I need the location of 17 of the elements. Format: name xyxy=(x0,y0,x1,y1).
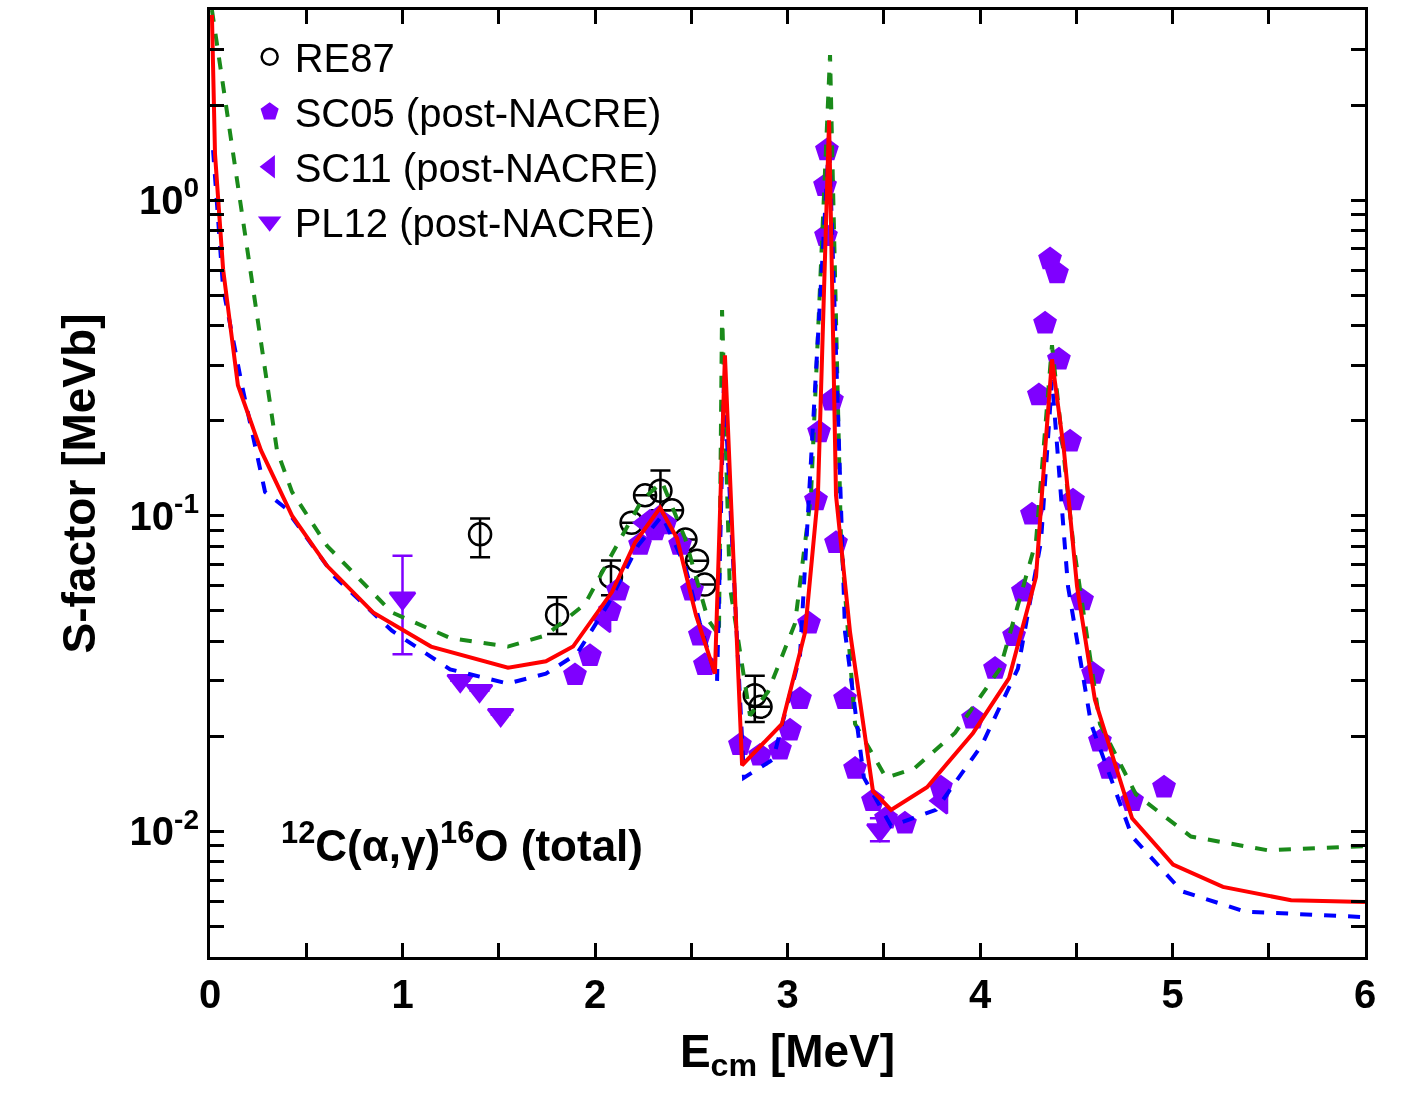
annotation: $^{12}$C(α,γ)$^{16}$O (total) xyxy=(281,815,643,871)
x-axis-title: E$_{cm}$ [MeV] xyxy=(679,1024,896,1084)
x-tick-label: 6 xyxy=(1353,972,1377,1016)
x-tick-label: 3 xyxy=(776,972,799,1016)
y-tick-label: 10$^{-2}$ xyxy=(129,803,199,854)
y-tick-label: 10$^{-1}$ xyxy=(129,487,199,538)
x-tick-label: 4 xyxy=(968,972,992,1016)
x-tick-label: 0 xyxy=(198,972,222,1016)
x-tick-label: 1 xyxy=(391,972,414,1016)
x-tick-label: 2 xyxy=(583,972,607,1016)
legend-label: RE87 xyxy=(294,36,395,81)
legend-label: PL12 (post-NACRE) xyxy=(294,201,655,246)
legend-label: SC05 (post-NACRE) xyxy=(294,91,662,136)
x-tick-label: 5 xyxy=(1161,972,1184,1016)
legend-label: SC11 (post-NACRE) xyxy=(294,146,659,191)
y-tick-label: 10$^{0}$ xyxy=(138,172,199,223)
y-axis-title: S-factor [MeVb] xyxy=(52,313,105,654)
